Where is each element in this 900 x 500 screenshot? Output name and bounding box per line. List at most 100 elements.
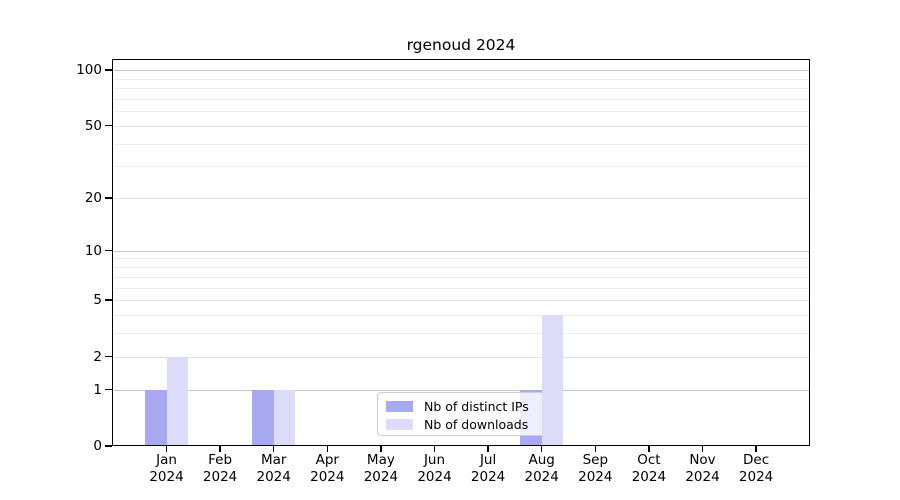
x-tick-label-month: Jun bbox=[423, 452, 446, 468]
legend-label-distinct-ips: Nb of distinct IPs bbox=[424, 398, 529, 414]
legend: Nb of distinct IPs Nb of downloads bbox=[377, 392, 544, 436]
y-tick-50 bbox=[105, 124, 112, 127]
y-tick-1 bbox=[105, 388, 112, 391]
x-tick-label-month: Jan bbox=[156, 452, 177, 468]
gridline-y-100 bbox=[112, 70, 810, 71]
bar-downloads-aug bbox=[541, 314, 564, 446]
x-tick-aug bbox=[540, 446, 543, 452]
x-tick-label-year: 2024 bbox=[256, 468, 291, 485]
y-tick-100 bbox=[105, 69, 112, 71]
bar-downloads-mar bbox=[273, 389, 296, 446]
x-tick-label-year: 2024 bbox=[417, 468, 452, 485]
x-tick-label-month: Sep bbox=[582, 452, 609, 468]
chart-title: rgenoud 2024 bbox=[406, 36, 516, 54]
y-tick-label-50: 50 bbox=[84, 117, 102, 134]
gridline-y-50 bbox=[112, 125, 810, 127]
x-tick-label-month: Oct bbox=[637, 452, 661, 468]
bars-downloads-layer bbox=[112, 59, 810, 446]
x-tick-oct bbox=[648, 446, 650, 452]
x-tick-label-aug: Aug 2024 bbox=[512, 452, 572, 485]
x-tick-label-oct: Oct 2024 bbox=[619, 452, 679, 485]
gridline-y-2 bbox=[112, 356, 810, 358]
x-tick-label-mar: Mar 2024 bbox=[244, 452, 304, 485]
x-tick-label-year: 2024 bbox=[631, 468, 667, 485]
legend-swatch-downloads-icon bbox=[386, 418, 413, 430]
bar-distinct-ips-jan bbox=[145, 389, 167, 446]
y-tick-label-100: 100 bbox=[76, 62, 102, 78]
x-tick-label-jan: Jan 2024 bbox=[137, 452, 197, 485]
gridline-y-7 bbox=[112, 276, 810, 278]
x-tick-label-year: 2024 bbox=[578, 468, 613, 485]
bar-distinct-ips-mar bbox=[252, 389, 274, 446]
x-tick-apr bbox=[326, 446, 329, 452]
x-tick-label-year: 2024 bbox=[202, 468, 238, 485]
gridline-y-9 bbox=[112, 258, 810, 260]
x-tick-label-year: 2024 bbox=[470, 468, 506, 485]
x-tick-label-month: Jul bbox=[479, 452, 497, 468]
x-tick-label-dec: Dec 2024 bbox=[726, 452, 786, 485]
x-tick-label-month: Mar bbox=[260, 452, 287, 468]
bar-downloads-jan bbox=[166, 356, 188, 446]
gridline-y-6 bbox=[112, 287, 810, 289]
x-tick-nov bbox=[701, 446, 704, 452]
y-tick-label-10: 10 bbox=[84, 242, 102, 259]
x-tick-may bbox=[380, 446, 382, 452]
x-tick-sep bbox=[594, 446, 597, 452]
legend-item-downloads: Nb of downloads bbox=[386, 415, 535, 433]
y-tick-20 bbox=[105, 197, 112, 199]
gridline-y-10 bbox=[112, 250, 810, 252]
gridline-y-5 bbox=[112, 300, 810, 301]
y-tick-2 bbox=[105, 355, 112, 358]
gridline-y-70 bbox=[112, 98, 810, 100]
gridline-y-80 bbox=[112, 88, 810, 89]
y-tick-label-0: 0 bbox=[93, 438, 102, 454]
y-tick-0 bbox=[105, 445, 112, 447]
y-tick-label-2: 2 bbox=[93, 348, 102, 365]
x-tick-label-year: 2024 bbox=[363, 468, 399, 485]
gridline-y-30 bbox=[112, 166, 810, 168]
x-tick-label-year: 2024 bbox=[738, 468, 774, 485]
gridlines-layer bbox=[112, 59, 810, 446]
gridline-y-20 bbox=[112, 198, 810, 199]
gridline-y-4 bbox=[112, 314, 810, 316]
y-tick-label-1: 1 bbox=[93, 381, 102, 398]
x-tick-dec bbox=[755, 446, 757, 452]
x-tick-label-year: 2024 bbox=[524, 468, 559, 485]
x-tick-label-jul: Jul 2024 bbox=[458, 452, 518, 485]
gridline-y-90 bbox=[112, 78, 810, 80]
x-tick-label-month: Aug bbox=[528, 452, 555, 468]
x-tick-label-apr: Apr 2024 bbox=[297, 452, 357, 485]
x-tick-feb bbox=[219, 446, 221, 452]
legend-item-distinct-ips: Nb of distinct IPs bbox=[386, 397, 535, 415]
legend-swatch-distinct-ips-icon bbox=[386, 400, 413, 412]
x-tick-label-feb: Feb 2024 bbox=[190, 452, 250, 485]
x-tick-label-month: Dec bbox=[743, 452, 770, 468]
x-tick-label-sep: Sep 2024 bbox=[565, 452, 625, 485]
x-tick-jun bbox=[433, 446, 436, 452]
x-tick-label-jun: Jun 2024 bbox=[405, 452, 465, 485]
x-tick-label-month: Nov bbox=[689, 452, 716, 468]
x-tick-label-year: 2024 bbox=[685, 468, 720, 485]
x-tick-label-nov: Nov 2024 bbox=[673, 452, 733, 485]
gridline-y-3 bbox=[112, 333, 810, 335]
x-tick-label-month: May bbox=[366, 452, 395, 468]
x-tick-mar bbox=[272, 446, 275, 452]
gridline-y-40 bbox=[112, 143, 810, 145]
y-tick-label-5: 5 bbox=[93, 292, 102, 308]
y-tick-10 bbox=[105, 249, 112, 252]
x-tick-jul bbox=[487, 446, 489, 452]
legend-label-downloads: Nb of downloads bbox=[424, 416, 529, 432]
x-tick-label-year: 2024 bbox=[310, 468, 345, 485]
y-tick-label-20: 20 bbox=[84, 190, 102, 206]
y-tick-5 bbox=[105, 299, 112, 301]
x-tick-label-month: Feb bbox=[208, 452, 233, 468]
gridline-y-1 bbox=[112, 389, 810, 391]
x-tick-label-year: 2024 bbox=[149, 468, 184, 485]
gridline-y-8 bbox=[112, 267, 810, 268]
plot-area: Nb of distinct IPs Nb of downloads bbox=[112, 59, 810, 446]
x-tick-jan bbox=[165, 446, 168, 452]
x-tick-label-month: Apr bbox=[315, 452, 339, 468]
gridline-y-60 bbox=[112, 111, 810, 113]
x-tick-label-may: May 2024 bbox=[351, 452, 411, 485]
